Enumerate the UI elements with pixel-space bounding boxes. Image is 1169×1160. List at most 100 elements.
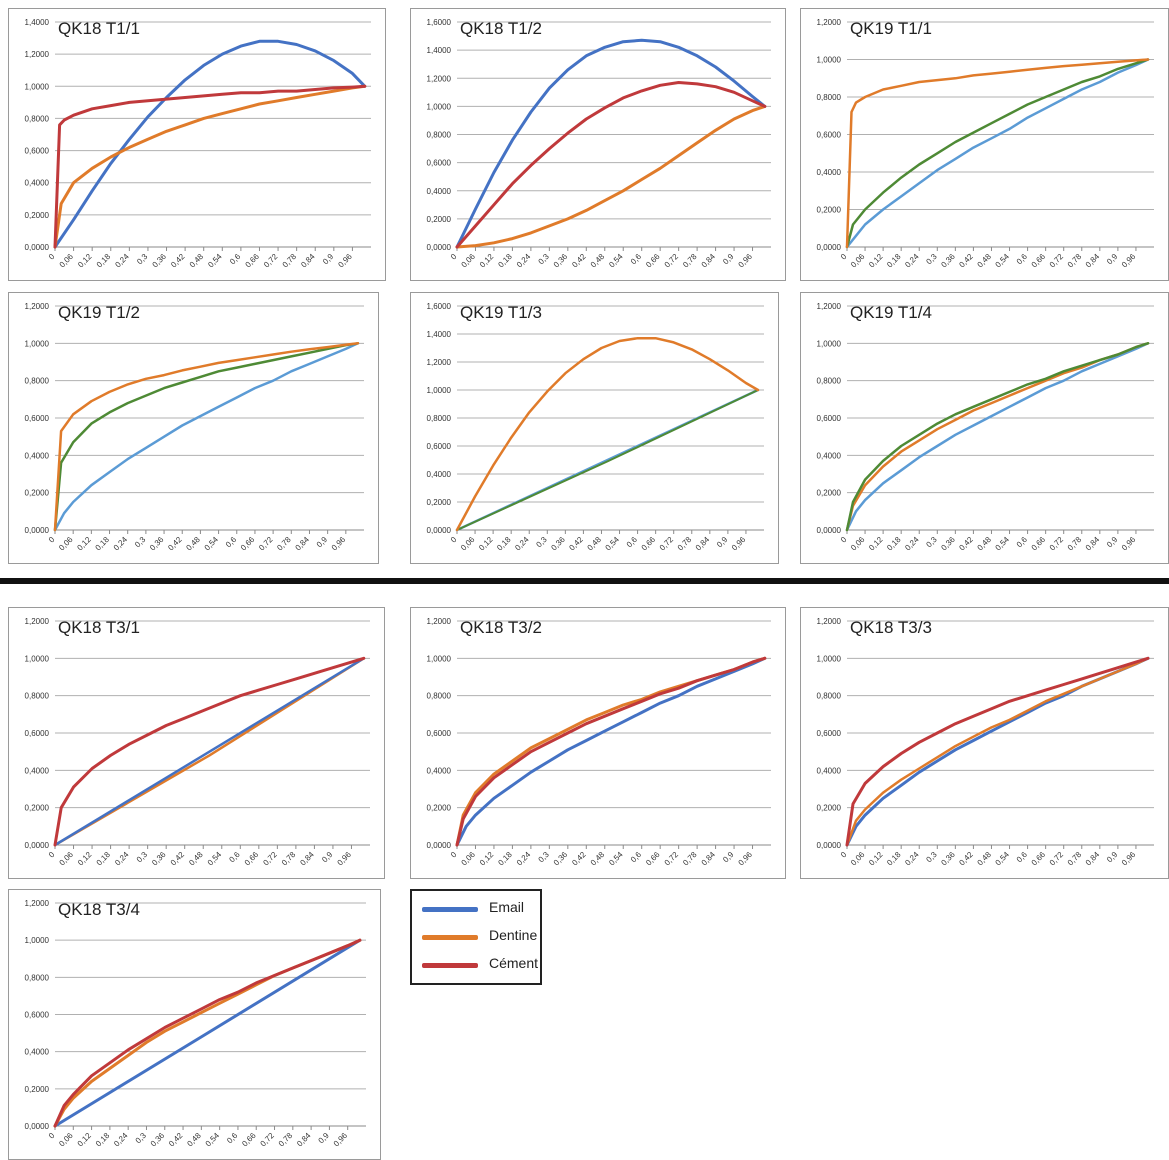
series-line-cement (53, 656, 366, 847)
x-tick-label: 0,18 (94, 1131, 112, 1149)
x-tick-label: 0,3 (924, 850, 939, 865)
x-tick-label: 0,24 (513, 535, 531, 553)
x-tick-label: 0,54 (203, 535, 221, 553)
x-tick-label: 0,36 (148, 535, 166, 553)
x-tick-label: 0,48 (589, 252, 607, 270)
y-tick-label: 0,8000 (25, 114, 50, 123)
x-tick-label: 0,24 (903, 252, 921, 270)
x-tick-label: 0,54 (994, 850, 1012, 868)
y-tick-label: 1,2000 (427, 617, 452, 626)
x-tick-label: 0,42 (169, 252, 187, 270)
chart-panel-qk18-t3-1: 0,0000 0,2000 0,4000 0,6000 0,8000 1,0000 1,20… (8, 607, 385, 879)
x-tick-label: 0,18 (495, 535, 513, 553)
x-tick-label: 0,78 (281, 252, 299, 270)
x-tick-label: 0,18 (496, 252, 514, 270)
chart-plot: 0,0000 0,2000 0,4000 0,6000 0,8000 1,0000 1,20… (427, 302, 764, 553)
x-tick-label: 0,66 (640, 535, 658, 553)
series-line-lightblue (845, 58, 1150, 249)
chart-panel-qk19-t1-4: 0,0000 0,2000 0,4000 0,6000 0,8000 1,0000 1,20… (800, 292, 1169, 564)
series-line-cement (455, 81, 767, 249)
x-tick-label: 0,72 (262, 252, 280, 270)
x-tick-label: 0,9 (721, 252, 736, 267)
x-tick-label: 0,18 (885, 535, 903, 553)
x-tick-label: 0,18 (496, 850, 514, 868)
y-tick-label: 0,6000 (817, 414, 842, 423)
x-tick-label: 0,84 (299, 252, 317, 270)
chart-legend: Email Dentine Cément (410, 889, 542, 985)
x-tick-label: 0,42 (570, 850, 588, 868)
chart-plot: 0,0000 0,2000 0,4000 0,6000 0,8000 1,0000 1,20… (25, 617, 370, 868)
x-tick-label: 0,18 (95, 252, 113, 270)
x-tick-label: 0,24 (113, 252, 131, 270)
series-line-dentine (845, 657, 1150, 847)
x-tick-label: 0,3 (135, 252, 150, 267)
series-line-email (53, 39, 367, 249)
x-tick-label: 0,66 (239, 535, 257, 553)
x-tick-label: 0,06 (849, 535, 867, 553)
y-tick-label: 1,6000 (427, 302, 452, 311)
y-tick-label: 1,2000 (25, 50, 50, 59)
series-line-green (456, 389, 759, 531)
series-line-cement (53, 84, 367, 249)
y-tick-label: 0,6000 (817, 131, 842, 140)
series-line-email (53, 657, 366, 847)
chart-panel-qk18-t3-4: 0,0000 0,2000 0,4000 0,6000 0,8000 1,0000 1,20… (8, 889, 381, 1160)
x-tick-label: 0,66 (1030, 252, 1048, 270)
x-tick-label: 0,6 (625, 535, 640, 550)
x-tick-label: 0,12 (478, 252, 496, 270)
x-tick-label: 0,78 (681, 252, 699, 270)
x-tick-label: 0,6 (1015, 535, 1030, 550)
series-line-email (53, 938, 362, 1128)
y-tick-label: 0,4000 (25, 179, 50, 188)
x-tick-label: 0,72 (658, 535, 676, 553)
series-line-lightblue (845, 342, 1150, 532)
x-tick-label: 0,06 (57, 1131, 75, 1149)
x-tick-label: 0,78 (277, 1131, 295, 1149)
y-tick-label: 0,0000 (25, 1122, 50, 1131)
x-tick-label: 0,54 (994, 252, 1012, 270)
x-tick-label: 0,18 (95, 850, 113, 868)
y-tick-label: 0,2000 (427, 804, 452, 813)
x-tick-label: 0 (839, 850, 849, 860)
x-tick-label: 0,06 (849, 850, 867, 868)
x-tick-label: 0,12 (75, 535, 93, 553)
x-tick-label: 0,42 (169, 850, 187, 868)
x-tick-label: 0,48 (185, 1131, 203, 1149)
y-tick-label: 0,8000 (25, 692, 50, 701)
chart-title: QK18 T3/2 (460, 618, 542, 637)
y-tick-label: 0,6000 (817, 729, 842, 738)
x-tick-label: 0,54 (206, 850, 224, 868)
chart-panel-qk18-t1-1: 0,0000 0,2000 0,4000 0,6000 0,8000 1,0000 1,20… (8, 8, 386, 281)
x-tick-label: 0,24 (515, 850, 533, 868)
x-tick-label: 0,12 (477, 535, 495, 553)
y-tick-label: 0,4000 (25, 451, 50, 460)
series-line-dentine (53, 84, 367, 249)
y-tick-label: 1,2000 (817, 617, 842, 626)
x-tick-label: 0,42 (957, 535, 975, 553)
x-tick-label: 0,78 (1066, 535, 1084, 553)
y-tick-label: 1,0000 (427, 654, 452, 663)
x-tick-label: 0 (449, 535, 459, 545)
series-line-email (455, 38, 767, 249)
y-tick-label: 0,4000 (427, 470, 452, 479)
x-tick-label: 0,24 (903, 535, 921, 553)
x-tick-label: 0,36 (150, 850, 168, 868)
x-tick-label: 0,72 (1048, 850, 1066, 868)
x-tick-label: 0,48 (184, 535, 202, 553)
x-tick-label: 0,54 (204, 1131, 222, 1149)
x-tick-label: 0,9 (315, 535, 330, 550)
x-tick-label: 0,3 (133, 535, 148, 550)
x-tick-label: 0,24 (903, 850, 921, 868)
y-tick-label: 0,4000 (817, 451, 842, 460)
x-tick-label: 0,36 (149, 1131, 167, 1149)
y-tick-label: 0,8000 (817, 93, 842, 102)
x-tick-label: 0,66 (240, 1131, 258, 1149)
chart-title: QK19 T1/2 (58, 303, 140, 322)
y-tick-label: 0,2000 (817, 206, 842, 215)
y-tick-label: 1,0000 (817, 339, 842, 348)
y-tick-label: 0,0000 (427, 841, 452, 850)
x-tick-label: 0,66 (644, 252, 662, 270)
y-tick-label: 0,0000 (427, 526, 452, 535)
x-tick-label: 0,9 (1105, 850, 1120, 865)
series-line-green (845, 58, 1150, 249)
